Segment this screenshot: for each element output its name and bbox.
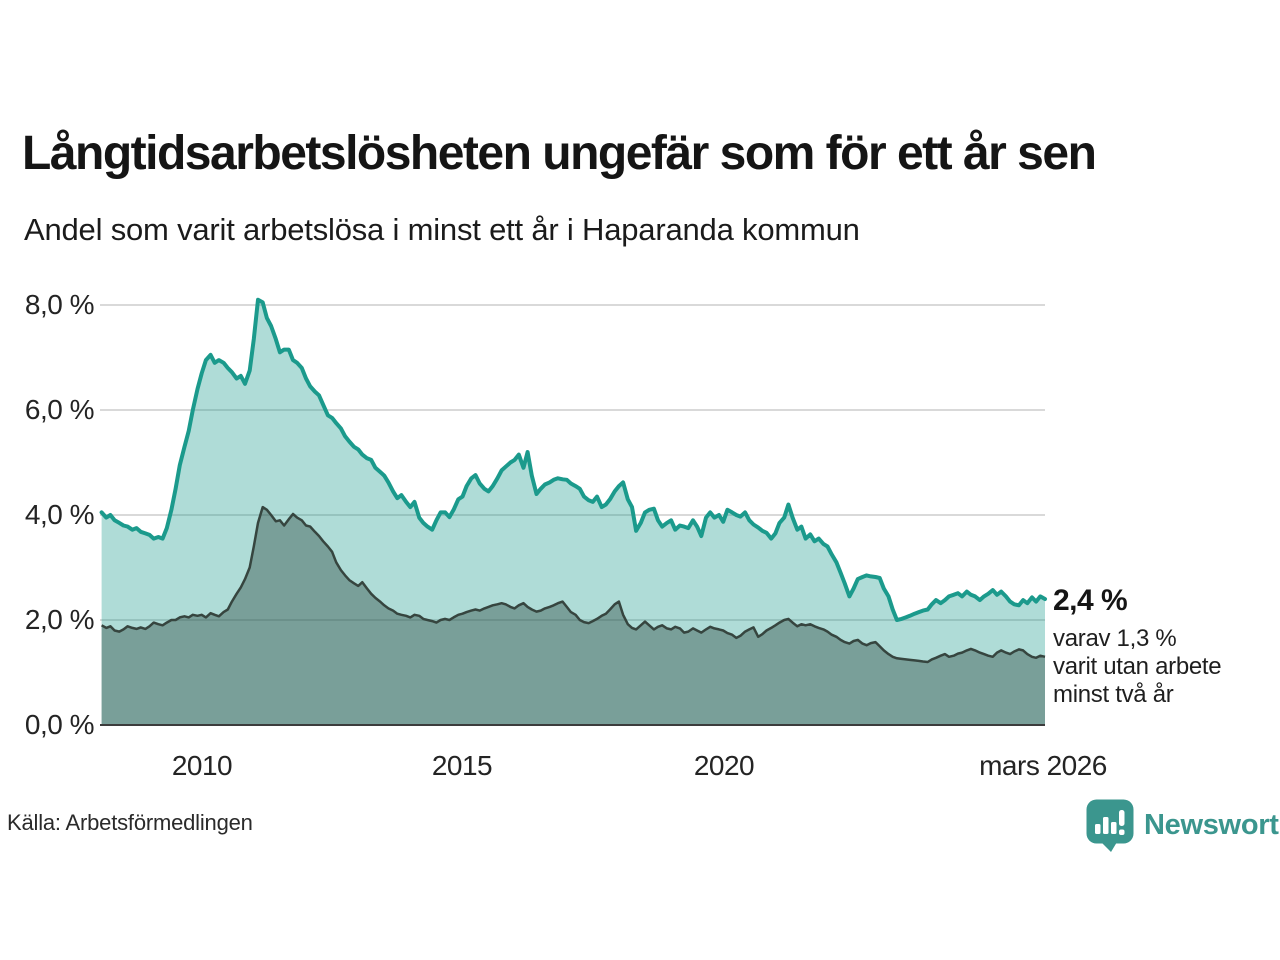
x-axis-tick-2020: 2020 xyxy=(693,750,755,781)
x-axis-tick-mars-2026: mars 2026 xyxy=(979,750,1107,781)
line-minst-ett-ar xyxy=(99,297,1047,622)
brand-name: Newsworthy xyxy=(1144,809,1280,841)
area-chart-plot xyxy=(99,297,1047,726)
y-axis-tick-6: 6,0 % xyxy=(24,394,95,425)
latest-value-annotation: 2,4 % varav 1,3 % varit utan arbete mins… xyxy=(1053,584,1222,709)
line-minst-tva-ar xyxy=(100,505,1046,664)
area-minst-tva-ar xyxy=(101,507,1046,725)
x-axis-tick-2015: 2015 xyxy=(431,750,493,781)
annotation-line-3: minst två år xyxy=(1053,681,1174,708)
x-axis-tick-2010: 2010 xyxy=(171,750,233,781)
newsworthy-logo[interactable]: Newsworthy xyxy=(1086,799,1280,852)
page-title: Långtidsarbetslösheten ungefär som för e… xyxy=(22,127,1097,180)
annotation-line-2: varit utan arbete xyxy=(1053,653,1222,680)
y-axis-tick-4: 4,0 % xyxy=(24,499,95,530)
y-axis-tick-8: 8,0 % xyxy=(24,289,95,320)
annotation-line-1: varav 1,3 % xyxy=(1053,625,1177,652)
area-minst-ett-ar xyxy=(101,299,1046,725)
latest-value: 2,4 % xyxy=(1053,584,1128,617)
source-credit: Källa: Arbetsförmedlingen xyxy=(7,810,253,835)
y-axis-tick-0: 0,0 % xyxy=(24,709,95,740)
newsworthy-bubble-icon xyxy=(1086,799,1134,852)
y-axis-tick-2: 2,0 % xyxy=(24,604,95,635)
page-subtitle: Andel som varit arbetslösa i minst ett å… xyxy=(24,212,860,247)
